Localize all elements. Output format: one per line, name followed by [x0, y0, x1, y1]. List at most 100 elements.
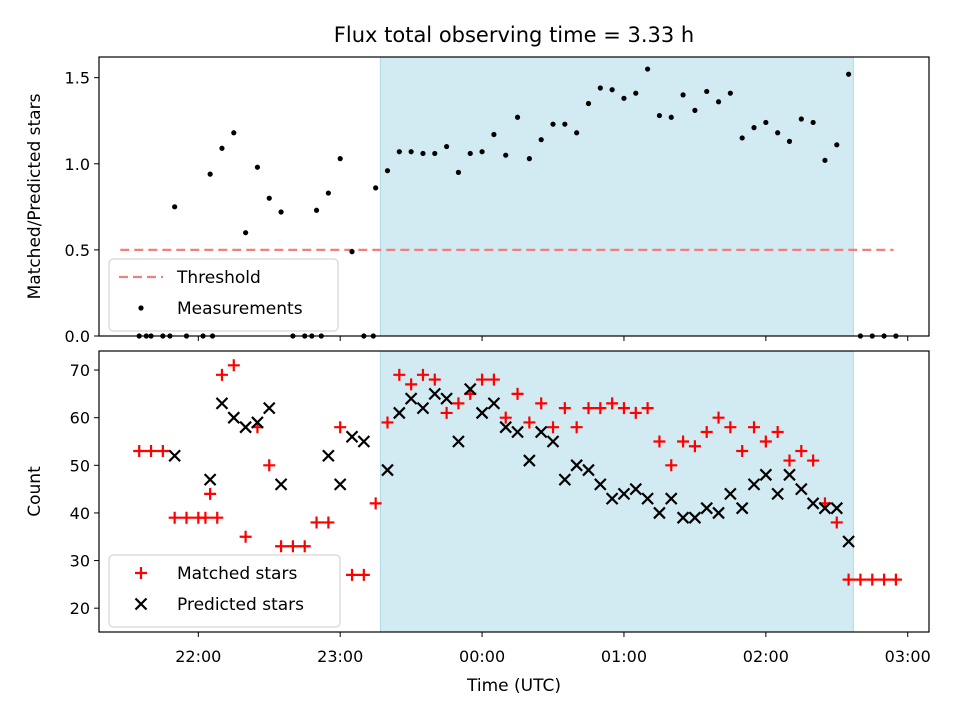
predicted-star-marker [688, 511, 702, 524]
matched-star-marker [641, 402, 654, 415]
matched-star-marker [168, 511, 181, 524]
measurement-point [479, 149, 485, 155]
predicted-star-marker [641, 492, 654, 505]
measurement-point [704, 88, 710, 95]
y-tick-label: 20 [70, 599, 90, 618]
measurement-point [585, 100, 592, 107]
measurement-point [621, 95, 627, 101]
matched-star-marker [416, 368, 429, 381]
measurement-point [645, 66, 651, 72]
matched-star-marker [771, 425, 784, 438]
matched-star-marker [133, 445, 146, 458]
predicted-star-marker [594, 478, 607, 491]
matched-star-marker [511, 387, 524, 400]
matched-star-marker [204, 487, 217, 500]
predicted-star-marker [227, 411, 241, 424]
matched-star-marker [393, 368, 406, 381]
measurement-point [266, 195, 272, 201]
bottom-panel: 20 30 40 50 60 70 22:00 23:00 00:00 01:00 02:00 03:… [25, 350, 931, 666]
matched-star-marker [594, 402, 607, 415]
matched-star-marker [215, 368, 228, 381]
predicted-star-marker [404, 392, 418, 405]
predicted-star-marker [735, 501, 749, 515]
matched-star-marker [476, 373, 489, 386]
predicted-star-marker [499, 420, 513, 434]
measurement-point [597, 85, 603, 91]
y-tick-label: 1.5 [65, 69, 90, 88]
matched-star-marker [783, 454, 796, 467]
measurement-point [373, 185, 379, 191]
predicted-star-marker [582, 463, 595, 477]
measurement-point [633, 90, 639, 96]
matched-star-marker [795, 445, 808, 458]
predicted-star-marker [251, 416, 264, 429]
predicted-star-marker [605, 492, 619, 505]
matched-star-marker [677, 435, 690, 448]
predicted-star-marker [463, 382, 477, 396]
matched-star-marker [878, 573, 891, 586]
measurement-point [775, 130, 781, 136]
x-tick-label: 23:00 [317, 647, 363, 666]
predicted-star-marker [523, 454, 536, 467]
predicted-star-marker [653, 506, 666, 520]
measurement-point [715, 99, 722, 105]
y-tick-label: 40 [70, 504, 90, 523]
predicted-star-marker [842, 535, 855, 548]
matched-star-marker [322, 516, 335, 529]
matched-star-marker [298, 540, 311, 553]
matched-star-marker [617, 402, 630, 415]
matched-star-marker [688, 440, 701, 453]
measurement-point [313, 207, 320, 213]
matched-star-marker [570, 421, 583, 434]
matched-star-marker [156, 445, 169, 458]
measurement-point [656, 112, 663, 119]
matched-star-marker [582, 402, 595, 415]
matched-star-marker [346, 568, 359, 581]
measurement-point [349, 249, 355, 255]
predicted-star-marker [475, 406, 489, 420]
predicted-star-marker [558, 473, 572, 486]
predicted-star-marker [381, 463, 394, 477]
matched-star-marker [452, 397, 465, 410]
predicted-star-marker [629, 482, 643, 496]
predicted-star-marker [806, 497, 820, 510]
measurement-point [668, 114, 674, 120]
measurement-point [503, 152, 509, 158]
measurement-point [231, 130, 237, 136]
measurement-point [408, 149, 414, 155]
matched-star-marker [239, 530, 252, 543]
matched-star-marker [653, 435, 666, 448]
matched-star-marker [736, 445, 749, 458]
x-tick-label: 02:00 [743, 647, 789, 666]
predicted-star-marker [724, 487, 737, 501]
measurement-point [846, 71, 852, 77]
matched-star-marker [275, 540, 288, 553]
matched-star-marker [700, 425, 713, 438]
matched-star-marker [145, 445, 158, 458]
matched-star-marker [369, 497, 382, 510]
measurement-point [538, 137, 544, 143]
measurement-point [786, 138, 793, 144]
matched-star-marker [558, 402, 571, 415]
matched-star-marker [440, 406, 453, 419]
measurement-point [810, 119, 816, 126]
predicted-star-marker [416, 401, 430, 415]
matched-star-marker [854, 573, 867, 586]
axes-frame [98, 56, 930, 337]
measurement-point [384, 168, 391, 174]
x-tick-label: 01:00 [601, 647, 647, 666]
measurement-point [609, 87, 615, 93]
predicted-star-marker [700, 501, 713, 515]
predicted-star-marker [333, 478, 347, 491]
legend-box [108, 554, 341, 628]
matched-star-marker [499, 411, 512, 424]
predicted-star-marker [322, 449, 335, 463]
measurement-point [467, 150, 473, 157]
measurement-point [207, 171, 213, 177]
matched-star-marker [227, 359, 240, 372]
matched-star-marker [286, 540, 299, 553]
predicted-star-marker [262, 401, 276, 415]
legend-label: Threshold [176, 268, 261, 288]
predicted-star-marker [440, 392, 453, 405]
